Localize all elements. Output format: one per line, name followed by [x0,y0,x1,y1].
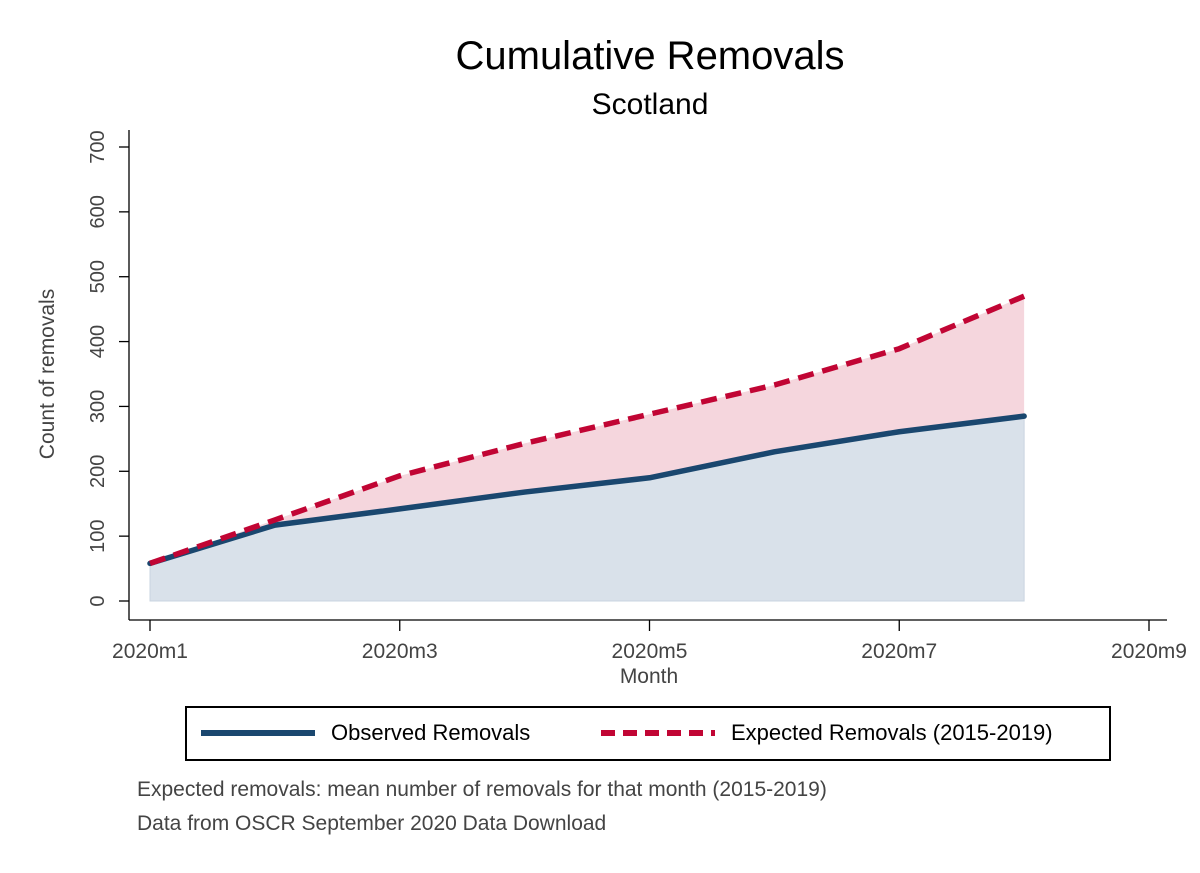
point-observed-2020m7 [897,429,902,434]
y-tick-label-700: 700 [87,130,109,163]
legend-swatch-expected [601,730,715,736]
point-observed-2020m8 [1022,414,1027,419]
chart-title: Cumulative Removals [455,34,845,78]
legend-item-expected: Expected Removals (2015-2019) [601,720,1053,746]
y-tick-label-600: 600 [87,195,109,228]
x-tick-label-2020m7: 2020m7 [861,640,937,663]
x-tick-label-2020m3: 2020m3 [362,640,438,663]
legend-item-observed: Observed Removals [201,720,530,746]
chart-subtitle: Scotland [591,88,709,121]
x-tick-label-2020m9: 2020m9 [1111,640,1187,663]
point-observed-2020m2 [272,523,277,528]
y-tick-label-0: 0 [87,595,109,606]
point-expected-2020m1 [148,561,153,566]
point-expected-2020m2 [272,517,277,522]
y-tick-label-300: 300 [87,390,109,423]
series-line-observed [147,413,1027,567]
series-line-expected [149,293,1026,566]
legend-label-expected: Expected Removals (2015-2019) [731,720,1053,745]
x-axis-label: Month [620,665,678,688]
y-tick-label-100: 100 [87,519,109,552]
legend-swatch-observed [201,730,315,736]
point-expected-2020m4 [522,441,527,446]
y-tick-label-500: 500 [87,260,109,293]
x-tick-label-2020m5: 2020m5 [612,640,688,663]
point-expected-2020m5 [647,412,652,417]
y-axis-label: Count of removals [36,289,59,459]
point-expected-2020m3 [397,473,402,478]
point-expected-2020m7 [897,346,902,351]
y-tick-label-400: 400 [87,325,109,358]
point-expected-2020m8 [1022,294,1027,299]
y-tick-label-200: 200 [87,455,109,488]
point-observed-2020m4 [522,490,527,495]
chart-note-definition: Expected removals: mean number of remova… [137,778,827,801]
point-observed-2020m5 [647,475,652,480]
point-observed-2020m3 [397,506,402,511]
chart-note-source: Data from OSCR September 2020 Data Downl… [137,812,607,835]
chart-legend: Observed Removals Expected Removals (201… [185,706,1111,761]
x-tick-label-2020m1: 2020m1 [112,640,188,663]
legend-label-observed: Observed Removals [331,720,531,745]
point-observed-2020m6 [772,449,777,454]
point-expected-2020m6 [772,383,777,388]
